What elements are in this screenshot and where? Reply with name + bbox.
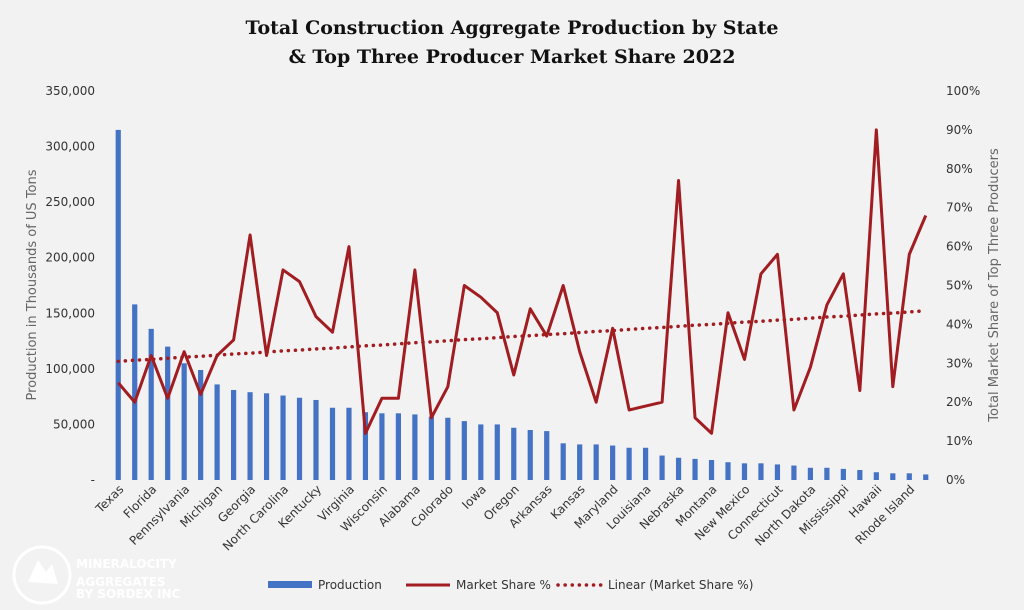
bar	[675, 457, 682, 480]
bar	[758, 463, 764, 480]
y2-tick-label: 70%	[946, 201, 973, 215]
bar	[890, 473, 896, 480]
legend-label: Market Share %	[456, 578, 551, 592]
bar	[428, 416, 434, 480]
bar	[296, 397, 303, 480]
y2-tick-label: 10%	[946, 434, 973, 448]
bar	[708, 459, 715, 480]
logo-circle	[12, 545, 72, 605]
legend-label: Production	[318, 578, 382, 592]
bar	[263, 393, 270, 480]
bar	[412, 414, 418, 480]
bar	[692, 458, 698, 480]
bar	[346, 407, 352, 480]
bar	[115, 129, 121, 480]
bar	[165, 346, 171, 480]
bar	[807, 467, 813, 480]
bar	[643, 447, 649, 480]
bar	[824, 467, 830, 480]
bar	[313, 399, 319, 480]
y-tick-label: 50,000	[53, 417, 95, 431]
y2-tick-label: 0%	[946, 473, 965, 487]
y-tick-label: 200,000	[45, 251, 95, 265]
chart-title: Total Construction Aggregate Production …	[246, 17, 779, 39]
bar	[725, 462, 731, 480]
y2-tick-label: 100%	[946, 84, 980, 98]
logo-line2: AGGREGATES	[76, 575, 166, 589]
y2-tick-label: 60%	[946, 240, 973, 254]
bar	[148, 328, 154, 480]
bar	[774, 464, 781, 480]
y-tick-label: 300,000	[45, 140, 95, 154]
bar	[461, 421, 467, 480]
chart-subtitle: & Top Three Producer Market Share 2022	[289, 46, 736, 68]
line	[117, 128, 928, 435]
bar	[659, 455, 665, 480]
bar	[445, 417, 451, 480]
bar	[840, 468, 846, 480]
bar	[379, 413, 385, 480]
logo: MINERALOCITY AGGREGATES BY SORDEX INC	[12, 545, 181, 605]
y-tick-label: 350,000	[45, 84, 95, 98]
bar	[362, 412, 369, 480]
bar	[527, 429, 533, 480]
bar	[231, 389, 237, 480]
bar	[923, 474, 929, 480]
bar	[478, 424, 484, 480]
bar	[247, 392, 253, 480]
legend-swatch	[268, 581, 312, 588]
bar	[395, 413, 401, 480]
x-tick-label: Iowa	[459, 482, 489, 512]
y-tick-label: -	[91, 473, 95, 487]
bar	[593, 444, 599, 480]
bar	[198, 369, 204, 480]
legend-label: Linear (Market Share %)	[608, 578, 753, 592]
bar	[857, 469, 863, 480]
bar	[181, 363, 187, 480]
bar	[560, 443, 566, 480]
y-tick-label: 100,000	[45, 362, 95, 376]
y2-tick-label: 90%	[946, 123, 973, 137]
y2-tick-label: 20%	[946, 395, 973, 409]
bar	[610, 445, 616, 480]
bar	[280, 395, 286, 480]
bar	[132, 304, 138, 480]
bar	[741, 463, 748, 480]
bar	[873, 472, 879, 480]
logo-icon	[28, 560, 58, 584]
y-tick-label: 150,000	[45, 306, 95, 320]
logo-name: MINERALOCITY	[76, 557, 177, 571]
y2-axis-title: Total Market Share of Top Three Producer…	[987, 148, 1002, 423]
y-axis-title: Production in Thousands of US Tons	[25, 169, 40, 400]
y2-tick-label: 40%	[946, 317, 973, 331]
trend-line	[116, 309, 928, 364]
bar	[511, 427, 517, 480]
y2-tick-label: 80%	[946, 162, 973, 176]
bar	[577, 444, 583, 480]
bar	[494, 424, 500, 480]
y-tick-label: 250,000	[45, 195, 95, 209]
bar	[626, 447, 632, 480]
y2-tick-label: 50%	[946, 279, 973, 293]
bar	[544, 431, 550, 480]
bar	[214, 384, 220, 480]
y2-tick-label: 30%	[946, 356, 973, 370]
logo-tagline: BY SORDEX INC	[76, 587, 181, 601]
bar	[906, 473, 912, 480]
bar	[791, 465, 797, 480]
bar	[329, 407, 336, 480]
x-tick-label: Rhode Island	[852, 482, 917, 547]
